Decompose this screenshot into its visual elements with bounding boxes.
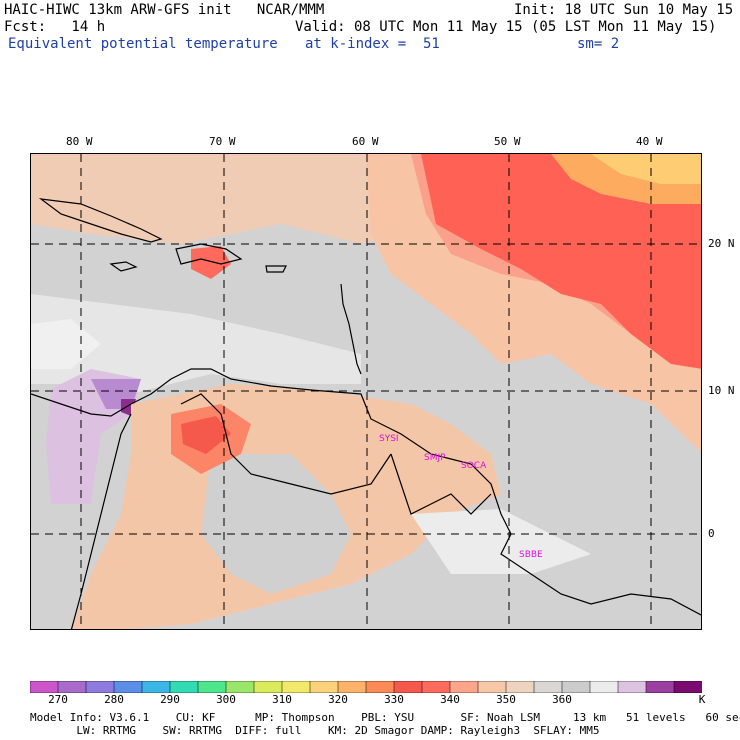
lon-label-70w: 70 W	[209, 135, 236, 148]
init-time: Init: 18 UTC Sun 10 May 15	[514, 2, 734, 18]
lon-label-60w: 60 W	[352, 135, 379, 148]
theta-e-region-interior-350	[201, 454, 351, 594]
puerto-rico-outline	[265, 265, 287, 273]
k-index: at k-index = 51	[305, 36, 440, 52]
model-title: HAIC-HIWC 13km ARW-GFS init NCAR/MMM	[4, 2, 325, 18]
theta-e-region-355	[31, 294, 361, 394]
colorbar-swatch	[85, 681, 115, 693]
colorbar-swatch	[141, 681, 171, 693]
lon-label-50w: 50 W	[494, 135, 521, 148]
colorbar-tick-label: 290	[160, 693, 180, 706]
theta-e-region-360	[31, 319, 101, 369]
hispaniola-outline	[175, 243, 243, 265]
theta-e-region-320	[591, 154, 701, 184]
station-labels: SYSI SMJP SOCA SBBE	[379, 434, 543, 560]
colorbar-swatch	[561, 681, 591, 693]
colorbar-swatch	[617, 681, 647, 693]
coastlines	[31, 198, 701, 629]
lat-label-10n: 10 N	[708, 384, 735, 397]
map-canvas: SYSI SMJP SOCA SBBE	[31, 154, 701, 629]
colorbar-swatch	[30, 681, 59, 693]
colorbar-tick-label: 310	[272, 693, 292, 706]
lon-label-40w: 40 W	[636, 135, 663, 148]
field-name: Equivalent potential temperature	[8, 36, 278, 52]
colorbar-swatch	[113, 681, 143, 693]
colorbar-swatch	[421, 681, 451, 693]
theta-e-map: SYSI SMJP SOCA SBBE	[30, 153, 702, 630]
forecast-hour: Fcst: 14 h	[4, 19, 106, 35]
colorbar-swatch	[477, 681, 507, 693]
colorbar-swatch	[589, 681, 619, 693]
lat-label-0: 0	[708, 527, 715, 540]
colorbar-swatch	[309, 681, 339, 693]
theta-e-region-andes-325	[181, 416, 231, 454]
colorbar-tick-label: 350	[496, 693, 516, 706]
pacific-coast	[70, 413, 132, 629]
theta-e-hotspot-hispaniola	[191, 246, 231, 279]
colorbar-swatch	[449, 681, 479, 693]
lat-lon-grid	[31, 154, 701, 629]
theta-e-region-amazon-360	[411, 509, 591, 574]
colorbar-swatch	[197, 681, 227, 693]
theta-e-region-330	[421, 154, 701, 369]
colorbar-swatch	[253, 681, 283, 693]
model-info-line2: LW: RRTMG SW: RRTMG DIFF: full KM: 2D Sm…	[30, 724, 600, 737]
colorbar-tick-label: 300	[216, 693, 236, 706]
colorbar-tick-label: 270	[48, 693, 68, 706]
colorbar-swatch	[225, 681, 255, 693]
colorbar-tick-label: 340	[440, 693, 460, 706]
colorbar-swatch	[533, 681, 563, 693]
station-sbbe: SBBE	[519, 550, 543, 560]
colorbar-swatch	[57, 681, 87, 693]
colorbar-swatch	[645, 681, 675, 693]
model-info-line1: Model Info: V3.6.1 CU: KF MP: Thompson P…	[30, 711, 740, 724]
colorbar-tick-label: 280	[104, 693, 124, 706]
colorbar	[30, 681, 702, 693]
south-america-coast	[31, 368, 701, 616]
guiana-borders	[390, 453, 492, 515]
colorbar-swatch	[281, 681, 311, 693]
colorbar-tick-label: 330	[384, 693, 404, 706]
lon-label-80w: 80 W	[66, 135, 93, 148]
colorbar-swatch	[365, 681, 395, 693]
colorbar-swatch	[169, 681, 199, 693]
colorbar-swatch	[393, 681, 423, 693]
station-sysi: SYSI	[379, 434, 399, 444]
valid-time: Valid: 08 UTC Mon 11 May 15 (05 LST Mon …	[295, 19, 717, 35]
colorbar-unit: K	[698, 693, 706, 706]
jamaica-outline	[109, 261, 138, 272]
smoothing: sm= 2	[577, 36, 620, 52]
venezuela-border	[180, 393, 392, 495]
lesser-antilles	[340, 283, 362, 375]
colorbar-tick-label: 360	[552, 693, 572, 706]
colorbar-tick-label: 320	[328, 693, 348, 706]
station-soca: SOCA	[461, 461, 487, 471]
lat-label-20n: 20 N	[708, 237, 735, 250]
colorbar-swatch	[505, 681, 535, 693]
colorbar-swatch	[673, 681, 702, 693]
station-smjp: SMJP	[424, 453, 446, 463]
colorbar-swatch	[337, 681, 367, 693]
cuba-outline	[38, 198, 163, 243]
